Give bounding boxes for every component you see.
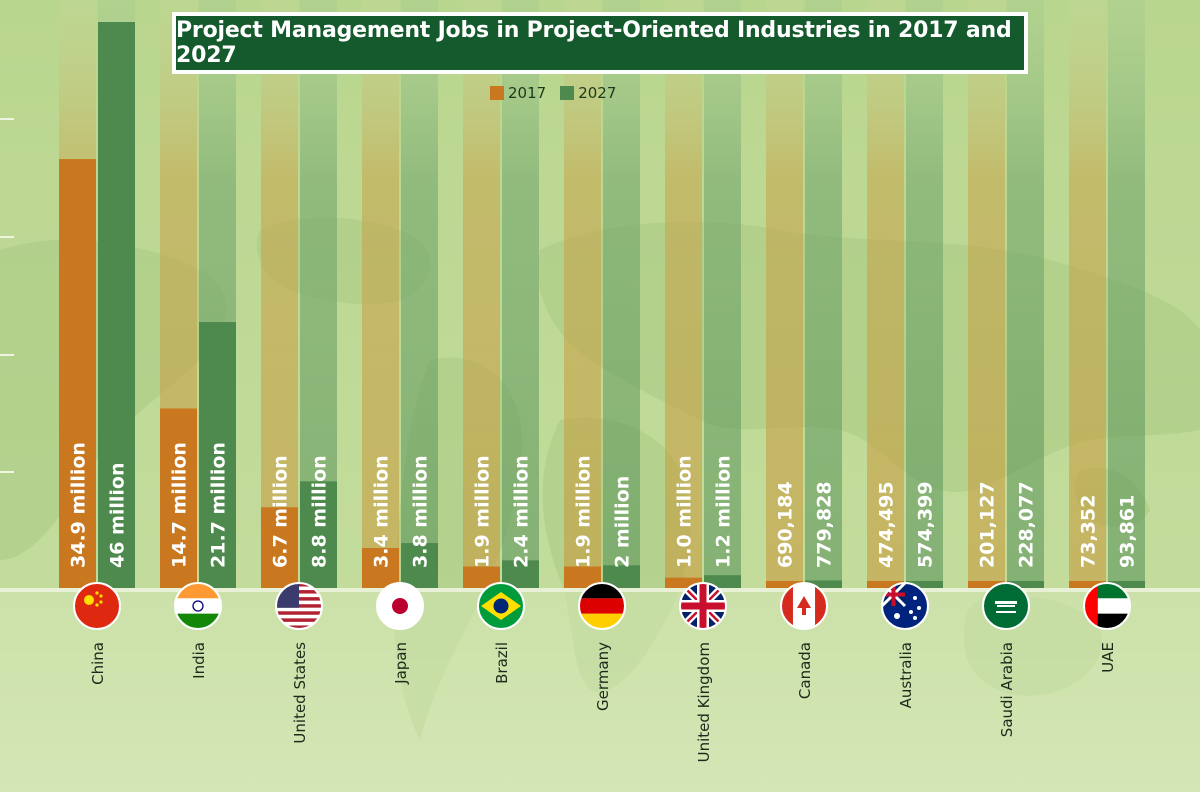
bar-2027-canada [805,580,842,590]
bar-label-2017-united-states: 6.7 million [270,455,292,568]
legend: 2017 2027 [490,84,616,102]
bar-2017-germany [564,566,601,590]
canada-flag-icon [780,582,828,630]
bar-label-2027-brazil: 2.4 million [511,455,533,568]
category-label-united-kingdom: United Kingdom [695,642,713,762]
ghost-bar-2017-canada [766,0,803,590]
ghost-bar-2027-united-kingdom [704,0,741,590]
y-tick-2 [0,354,14,356]
india-flag-icon [174,582,222,630]
bar-2027-japan [401,543,438,590]
flags [73,582,1131,630]
bar-label-2027-uae: 93,861 [1117,495,1139,568]
united-states-flag-icon [275,582,323,630]
title-frame: Project Management Jobs in Project-Orien… [172,12,1028,74]
bar-2027-china [98,22,135,590]
legend-item-2027: 2027 [560,84,616,102]
bar-label-2017-united-kingdom: 1.0 million [674,455,696,568]
bar-2017-uae [1069,581,1106,590]
saudi-arabia-flag-icon [982,582,1030,630]
bar-2017-australia [867,581,904,590]
bar-2027-united-states [300,481,337,590]
bar-2017-brazil [463,566,500,590]
united-kingdom-flag-icon [679,582,727,630]
bar-2027-australia [906,581,943,590]
bar-label-2027-germany: 2 million [612,476,634,568]
ghost-bar-2017-australia [867,0,904,590]
bar-label-2017-saudi-arabia: 201,127 [977,481,999,568]
bar-label-2017-uae: 73,352 [1078,495,1100,568]
bar-2017-japan [362,548,399,590]
category-label-germany: Germany [594,642,612,711]
y-tick-0 [0,118,14,120]
bar-2017-china [59,159,96,591]
bar-label-2027-canada: 779,828 [814,481,836,568]
ghost-bar-2017-united-states [261,0,298,590]
bar-2027-saudi-arabia [1007,581,1044,590]
legend-label-2027: 2027 [578,84,617,102]
category-label-canada: Canada [796,642,814,699]
legend-swatch-2027 [560,86,575,100]
ghost-bar-2027-germany [603,0,640,590]
ghost-bar-2027-australia [906,0,943,590]
legend-label-2017: 2017 [508,84,547,102]
y-tick-1 [0,236,14,238]
bar-2027-uae [1108,581,1145,590]
bar-label-2027-saudi-arabia: 228,077 [1016,481,1038,568]
bar-2017-saudi-arabia [968,581,1005,590]
ghost-bar-2027-japan [401,0,438,590]
ghost-bar-2017-japan [362,0,399,590]
chart-title: Project Management Jobs in Project-Orien… [175,15,1025,71]
bar-label-2017-japan: 3.4 million [371,455,393,568]
bar-label-2027-china: 46 million [107,463,129,568]
category-label-india: India [190,642,208,679]
category-labels: China India United States Japan Brazil German… [89,642,1117,763]
brazil-flag-icon [477,582,525,630]
bar-label-2027-japan: 3.8 million [410,455,432,568]
ghost-bar-2027-brazil [502,0,539,590]
bar-value-labels: 34.9 million 46 million 14.7 million 21.7 m… [68,442,1139,568]
category-label-brazil: Brazil [493,642,511,684]
category-label-uae: UAE [1099,642,1117,673]
bar-2017-india [160,408,197,590]
category-label-japan: Japan [392,642,410,685]
y-tick-3 [0,471,14,473]
bar-label-2017-canada: 690,184 [775,481,797,568]
y-axis-ticks [0,118,14,473]
bar-2027-india [199,322,236,590]
bar-label-2017-australia: 474,495 [876,481,898,568]
bar-label-2027-united-states: 8.8 million [309,455,331,568]
bar-label-2017-china: 34.9 million [68,442,90,568]
category-label-united-states: United States [291,642,309,744]
ghost-bar-2027-uae [1108,0,1145,590]
china-flag-icon [73,582,121,630]
bar-label-2017-brazil: 1.9 million [472,455,494,568]
ghost-bar-2027-canada [805,0,842,590]
uae-flag-icon [1083,582,1131,630]
bars [59,22,1145,591]
bar-label-2017-india: 14.7 million [169,442,191,568]
legend-item-2017: 2017 [490,84,546,102]
category-label-australia: Australia [897,642,915,708]
bar-label-2027-india: 21.7 million [208,442,230,568]
japan-flag-icon [376,582,424,630]
category-label-china: China [89,642,107,685]
ghost-bar-2017-united-kingdom [665,0,702,590]
bar-2017-united-states [261,507,298,590]
ghost-bar-2017-saudi-arabia [968,0,1005,590]
bar-2017-canada [766,581,803,590]
ghost-bar-2017-uae [1069,0,1106,590]
australia-flag-icon [881,582,929,630]
bar-label-2017-germany: 1.9 million [573,455,595,568]
bar-label-2027-australia: 574,399 [915,481,937,568]
category-label-saudi-arabia: Saudi Arabia [998,642,1016,737]
ghost-bar-2027-saudi-arabia [1007,0,1044,590]
bar-label-2027-united-kingdom: 1.2 million [713,455,735,568]
germany-flag-icon [578,582,626,630]
legend-swatch-2017 [490,86,504,100]
